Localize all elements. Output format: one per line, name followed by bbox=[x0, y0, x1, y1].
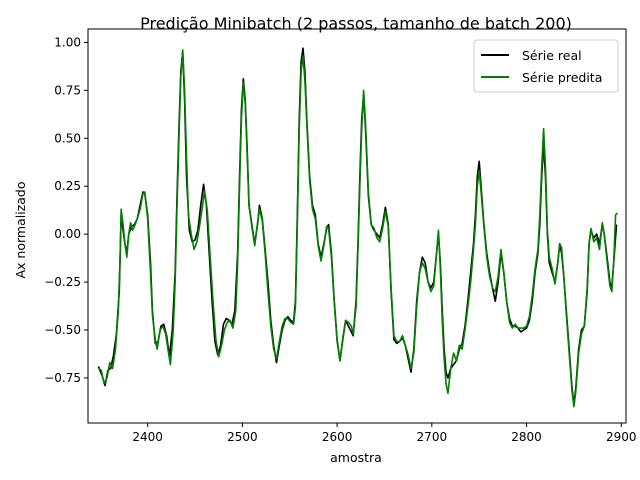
x-tick-label: 2600 bbox=[322, 430, 353, 444]
y-tick-label: −0.50 bbox=[44, 323, 81, 337]
legend-label-predicted: Série predita bbox=[522, 70, 602, 85]
x-tick-label: 2800 bbox=[511, 430, 542, 444]
y-tick-label: 0.50 bbox=[54, 131, 81, 145]
series-group bbox=[97, 47, 619, 408]
x-tick-label: 2900 bbox=[606, 430, 637, 444]
y-tick-label: 0.75 bbox=[54, 83, 81, 97]
x-tick-label: 2500 bbox=[227, 430, 258, 444]
y-tick-label: 1.00 bbox=[54, 35, 81, 49]
legend-label-real: Série real bbox=[522, 48, 582, 63]
series-line-predicted bbox=[97, 49, 619, 408]
y-axis-ticks: −0.75 −0.50 −0.25 0.00 0.25 0.50 0.75 1.00 bbox=[44, 35, 88, 385]
x-tick-label: 2700 bbox=[417, 430, 448, 444]
legend: Série real Série predita bbox=[473, 39, 619, 93]
x-tick-label: 2400 bbox=[132, 430, 163, 444]
y-tick-label: −0.25 bbox=[44, 275, 81, 289]
x-axis-label: amostra bbox=[330, 450, 382, 465]
y-tick-label: 0.00 bbox=[54, 227, 81, 241]
y-axis-label: Ax normalizado bbox=[13, 182, 28, 279]
chart-title: Predição Minibatch (2 passos, tamanho de… bbox=[140, 14, 572, 33]
y-tick-label: −0.75 bbox=[44, 371, 81, 385]
plot-frame bbox=[87, 28, 627, 424]
y-tick-label: 0.25 bbox=[54, 179, 81, 193]
x-axis-ticks: 2400 2500 2600 2700 2800 2900 bbox=[132, 423, 637, 444]
legend-box bbox=[473, 39, 619, 93]
